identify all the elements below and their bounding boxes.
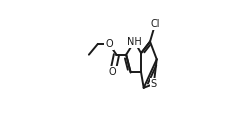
Text: NH: NH [127, 37, 142, 47]
Text: O: O [109, 67, 117, 77]
Text: Cl: Cl [150, 19, 160, 29]
Text: O: O [105, 39, 113, 49]
Text: S: S [151, 79, 157, 89]
